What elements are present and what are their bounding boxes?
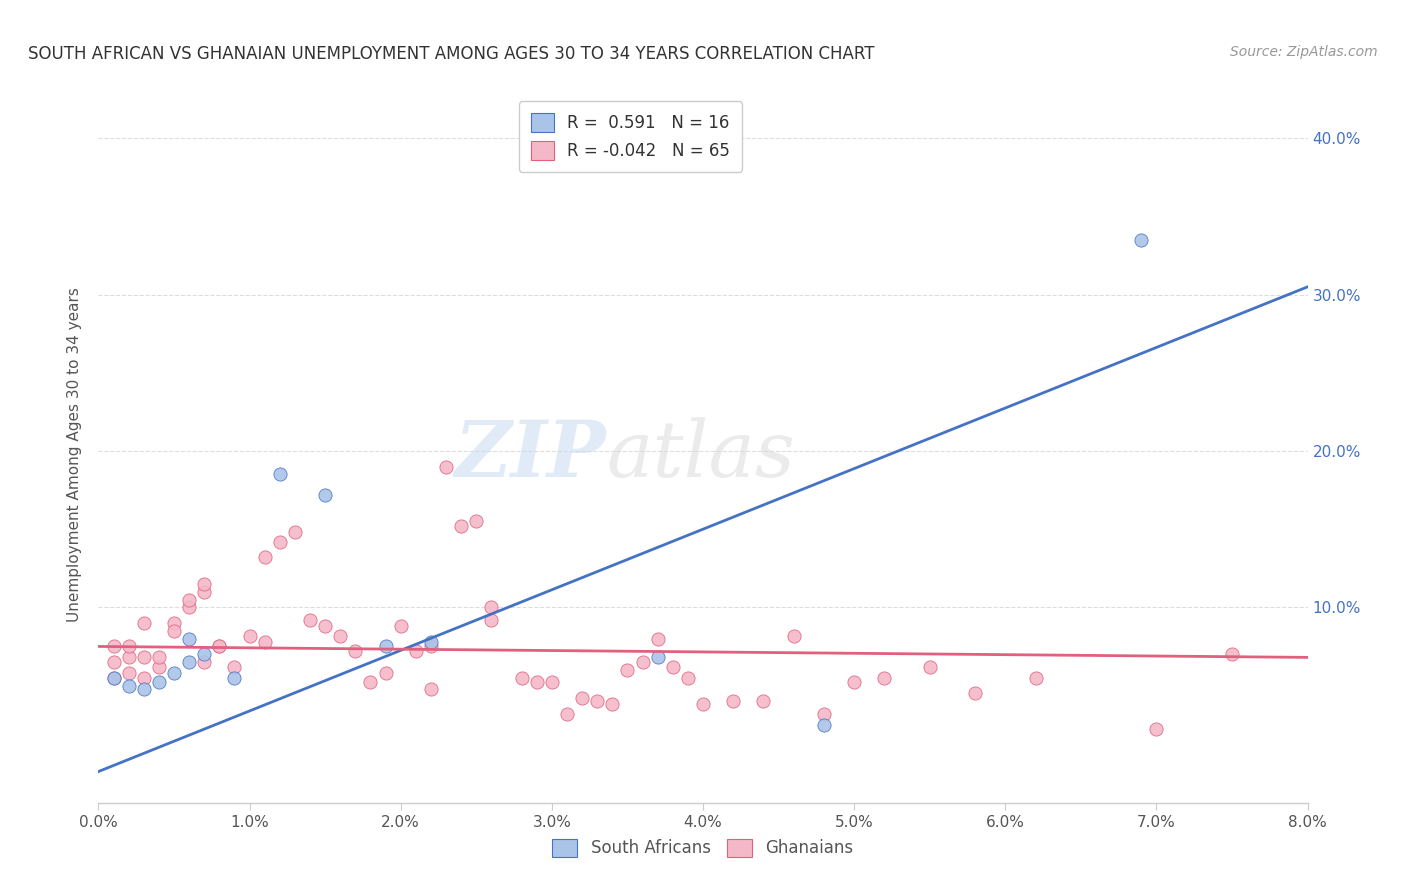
Text: ZIP: ZIP	[454, 417, 606, 493]
Point	[1220, 647, 1243, 661]
Point	[389, 619, 412, 633]
Point	[540, 675, 562, 690]
Point	[692, 698, 714, 712]
Point	[616, 663, 638, 677]
Point	[360, 675, 382, 690]
Point	[103, 671, 125, 685]
Point	[193, 655, 215, 669]
Point	[571, 691, 593, 706]
Point	[602, 698, 624, 712]
Text: atlas: atlas	[606, 417, 794, 493]
Y-axis label: Unemployment Among Ages 30 to 34 years: Unemployment Among Ages 30 to 34 years	[67, 287, 83, 623]
Point	[179, 632, 201, 646]
Point	[163, 666, 186, 681]
Point	[813, 717, 835, 731]
Point	[344, 644, 367, 658]
Point	[783, 628, 806, 642]
Point	[844, 675, 866, 690]
Point	[163, 615, 186, 630]
Point	[224, 671, 246, 685]
Point	[676, 671, 699, 685]
Point	[420, 681, 443, 696]
Point	[329, 628, 352, 642]
Point	[103, 671, 125, 685]
Point	[132, 615, 155, 630]
Point	[148, 675, 170, 690]
Point	[103, 655, 125, 669]
Point	[965, 686, 987, 700]
Point	[179, 600, 201, 615]
Point	[374, 640, 396, 654]
Point	[1130, 233, 1153, 247]
Point	[465, 514, 488, 528]
Point	[873, 671, 896, 685]
Point	[118, 666, 141, 681]
Point	[555, 706, 578, 721]
Point	[481, 613, 503, 627]
Point	[918, 660, 941, 674]
Point	[420, 640, 443, 654]
Point	[284, 525, 307, 540]
Point	[208, 640, 231, 654]
Point	[208, 640, 231, 654]
Point	[434, 459, 457, 474]
Point	[269, 534, 291, 549]
Text: SOUTH AFRICAN VS GHANAIAN UNEMPLOYMENT AMONG AGES 30 TO 34 YEARS CORRELATION CHA: SOUTH AFRICAN VS GHANAIAN UNEMPLOYMENT A…	[28, 45, 875, 62]
Point	[132, 681, 155, 696]
Point	[1025, 671, 1047, 685]
Point	[193, 584, 215, 599]
Point	[239, 628, 262, 642]
Point	[253, 634, 276, 648]
Point	[661, 660, 683, 674]
Point	[420, 634, 443, 648]
Point	[813, 706, 835, 721]
Point	[132, 671, 155, 685]
Text: Source: ZipAtlas.com: Source: ZipAtlas.com	[1230, 45, 1378, 59]
Point	[405, 644, 427, 658]
Point	[103, 640, 125, 654]
Point	[179, 655, 201, 669]
Legend: South Africans, Ghanaians: South Africans, Ghanaians	[546, 832, 860, 864]
Point	[193, 647, 215, 661]
Point	[752, 694, 775, 708]
Point	[148, 660, 170, 674]
Point	[179, 592, 201, 607]
Point	[1146, 723, 1168, 737]
Point	[148, 650, 170, 665]
Point	[374, 666, 396, 681]
Point	[314, 619, 336, 633]
Point	[647, 632, 669, 646]
Point	[224, 660, 246, 674]
Point	[314, 488, 336, 502]
Point	[118, 679, 141, 693]
Point	[118, 650, 141, 665]
Point	[299, 613, 322, 627]
Point	[510, 671, 533, 685]
Point	[193, 577, 215, 591]
Point	[132, 650, 155, 665]
Point	[723, 694, 745, 708]
Point	[163, 624, 186, 638]
Point	[481, 600, 503, 615]
Point	[526, 675, 548, 690]
Point	[269, 467, 291, 482]
Point	[450, 519, 472, 533]
Point	[118, 640, 141, 654]
Point	[586, 694, 609, 708]
Point	[253, 550, 276, 565]
Point	[631, 655, 654, 669]
Point	[647, 650, 669, 665]
